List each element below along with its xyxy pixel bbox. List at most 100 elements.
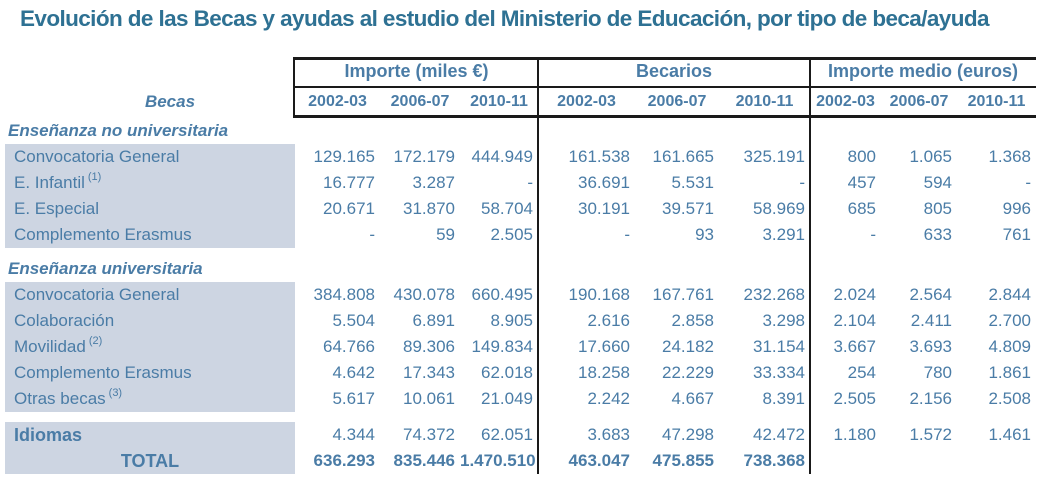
value-cell-4: 39.571 [662, 199, 714, 218]
value-cell-2: 149.834 [471, 337, 533, 356]
value-cell-3: 463.047 [568, 451, 630, 470]
footnote-marker: (2) [88, 335, 103, 347]
value-cell-8: 1.861 [988, 363, 1031, 382]
value-cell-0: 5.504 [332, 311, 375, 330]
value-cell-1: 31.870 [403, 199, 455, 218]
value-cell-1: 10.061 [403, 389, 455, 408]
value-cell-8: - [1025, 173, 1031, 192]
table-row: E. Infantil (1) 16.777 3.287 - 36.691 5.531 - 45… [0, 170, 1038, 196]
value-cell-0: 129.165 [313, 147, 375, 166]
row-label-text: E. Especial [14, 199, 100, 218]
table-row: Complemento Erasmus 4.642 17.343 62.018 18.2… [0, 360, 1038, 386]
value-cell-1: 6.891 [412, 311, 455, 330]
value-cell-5: 58.969 [753, 199, 805, 218]
value-cell-5: 325.191 [743, 147, 805, 166]
value-cell-4: 2.858 [671, 311, 714, 330]
value-cell-7: 780 [923, 363, 952, 382]
table-row: TOTAL 636.293 835.446 1.470.510 463.047 475.8… [0, 448, 1038, 474]
table-row: Complemento Erasmus - 59 2.505 - 93 3.291 - 633 7… [0, 222, 1038, 248]
row-label: TOTAL [0, 448, 295, 474]
value-cell-6: 2.024 [833, 285, 876, 304]
row-label: Complemento Erasmus [0, 360, 295, 386]
section-header-label: Enseñanza no universitaria [8, 121, 229, 140]
value-cell-6: 3.667 [833, 337, 876, 356]
table-row: Idiomas 4.344 74.372 62.051 3.683 47.298 42.47… [0, 422, 1038, 448]
value-cell-8: 996 [1002, 199, 1031, 218]
section-header-row: Enseñanza no universitaria [0, 118, 1038, 144]
value-cell-0: 4.642 [332, 363, 375, 382]
row-label: E. Infantil (1) [0, 170, 295, 196]
value-cell-7: 594 [923, 173, 952, 192]
value-cell-5: 3.291 [762, 225, 805, 244]
value-cell-4: 161.665 [652, 147, 714, 166]
value-cell-6: 1.180 [833, 425, 876, 444]
value-cell-8: 2.700 [988, 311, 1031, 330]
table-row: Movilidad (2) 64.766 89.306 149.834 17.660 24.… [0, 334, 1038, 360]
value-cell-7: 805 [923, 199, 952, 218]
row-label-text: TOTAL [120, 451, 180, 471]
value-cell-4: 4.667 [671, 389, 714, 408]
group-header-underline [294, 86, 1036, 88]
row-label-text: Convocatoria General [14, 285, 180, 304]
value-cell-4: 167.761 [652, 285, 714, 304]
value-cell-3: 2.616 [587, 311, 630, 330]
row-label: Complemento Erasmus [0, 222, 295, 248]
table-section: Idiomas 4.344 74.372 62.051 3.683 47.298 42.47… [0, 422, 1038, 474]
year-header-0-1: 2006-07 [390, 93, 450, 110]
value-cell-3: 161.538 [568, 147, 630, 166]
row-label: Movilidad (2) [0, 334, 295, 360]
value-cell-3: 2.242 [587, 389, 630, 408]
table-body: Enseñanza no universitaria Convocatoria G… [0, 118, 1038, 474]
value-cell-1: 3.287 [412, 173, 455, 192]
row-label-text: E. Infantil [14, 173, 85, 192]
section-header-label: Enseñanza universitaria [8, 259, 203, 278]
value-cell-8: 761 [1002, 225, 1031, 244]
corner-label-becas: Becas [144, 92, 196, 111]
footnote-marker: (1) [87, 171, 102, 183]
value-cell-1: 430.078 [393, 285, 455, 304]
value-cell-4: 47.298 [662, 425, 714, 444]
row-label: E. Especial [0, 196, 295, 222]
value-cell-8: 2.508 [988, 389, 1031, 408]
table-section: Enseñanza universitaria Convocatoria Gene… [0, 256, 1038, 412]
value-cell-3: 3.683 [587, 425, 630, 444]
row-label-text: Complemento Erasmus [14, 363, 192, 382]
value-cell-5: 8.391 [762, 389, 805, 408]
value-cell-2: 660.495 [471, 285, 533, 304]
value-cell-3: 190.168 [568, 285, 630, 304]
value-cell-4: 24.182 [662, 337, 714, 356]
value-cell-8: 2.844 [988, 285, 1031, 304]
value-cell-1: 89.306 [403, 337, 455, 356]
year-header-2-2: 2010-11 [967, 93, 1026, 110]
value-cell-2: 62.051 [481, 425, 533, 444]
value-cell-7: 633 [923, 225, 952, 244]
value-cell-1: 74.372 [403, 425, 455, 444]
value-cell-0: 20.671 [323, 199, 375, 218]
value-cell-4: 93 [695, 225, 714, 244]
value-cell-7: 1.065 [909, 147, 952, 166]
divider-becarios-medio [809, 57, 811, 474]
value-cell-6: 254 [847, 363, 876, 382]
value-cell-0: 64.766 [323, 337, 375, 356]
group-header-row: Importe (miles €) Becarios Importe medio… [0, 57, 1038, 86]
table-top-rule [294, 57, 1036, 60]
value-cell-2: 21.049 [481, 389, 533, 408]
value-cell-5: 3.298 [762, 311, 805, 330]
table-row: Otras becas (3) 5.617 10.061 21.049 2.242 4.66… [0, 386, 1038, 412]
group-header-importe: Importe (miles €) [344, 61, 489, 81]
footnote-marker: (3) [108, 387, 123, 399]
row-label: Convocatoria General [0, 144, 295, 170]
year-header-0-2: 2010-11 [470, 93, 528, 110]
value-cell-4: 22.229 [662, 363, 714, 382]
value-cell-7: 3.693 [909, 337, 952, 356]
value-cell-0: 636.293 [313, 451, 375, 470]
value-cell-8: 1.368 [988, 147, 1031, 166]
value-cell-0: 16.777 [323, 173, 375, 192]
value-cell-2: - [527, 173, 533, 192]
value-cell-2: 1.470.510 [460, 451, 536, 470]
year-header-1-1: 2006-07 [647, 93, 707, 110]
value-cell-3: 30.191 [578, 199, 630, 218]
table-row: Convocatoria General 384.808 430.078 660.49… [0, 282, 1038, 308]
value-cell-7: 2.564 [909, 285, 952, 304]
